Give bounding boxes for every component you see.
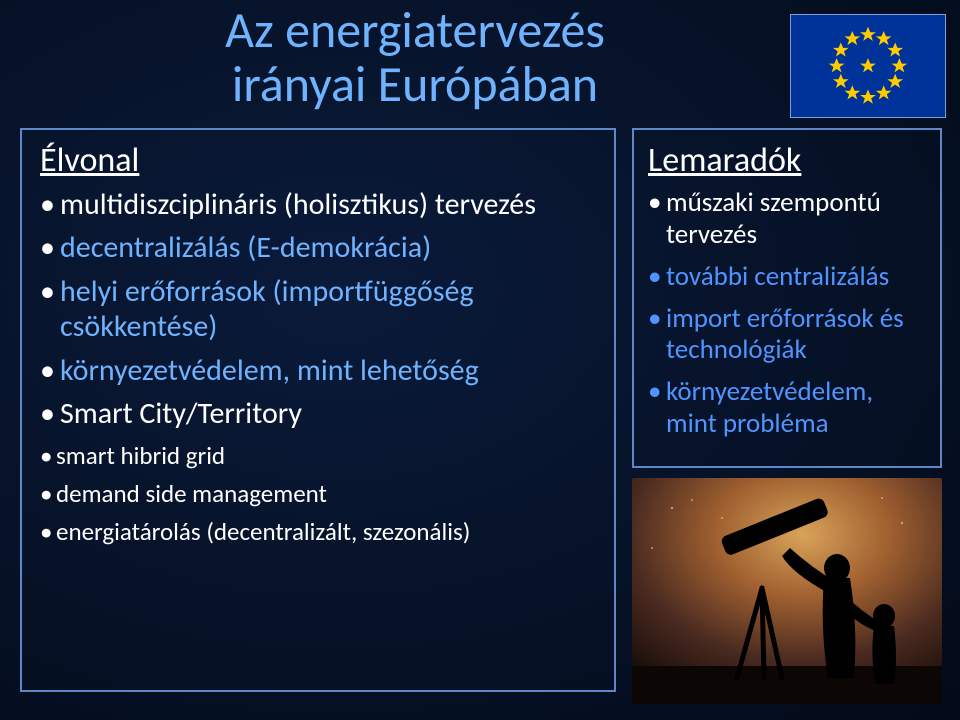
title-line-2: irányai Európában <box>232 54 598 115</box>
title-line-1: Az energiatervezés <box>225 0 605 61</box>
slide: Az energiatervezés irányai Európában <box>0 0 960 720</box>
left-sublist: smart hibrid grid demand side management… <box>40 439 596 548</box>
eu-flag-icon <box>790 14 946 118</box>
list-item: smart hibrid grid <box>40 439 596 473</box>
left-column: Élvonal multidiszciplináris (holisztikus… <box>20 128 616 692</box>
right-column: Lemaradók műszaki szempontú tervezés tov… <box>632 128 942 468</box>
list-item: import erőforrások és technológiák <box>648 303 926 367</box>
list-item: multidiszciplináris (holisztikus) tervez… <box>40 187 596 222</box>
list-item: környezetvédelem, mint probléma <box>648 376 926 440</box>
right-list: műszaki szempontú tervezés további centr… <box>648 187 926 440</box>
left-list: multidiszciplináris (holisztikus) tervez… <box>40 187 596 431</box>
list-item: helyi erőforrások (importfüggőség csökke… <box>40 274 596 345</box>
left-heading: Élvonal <box>40 140 596 181</box>
list-item: energiatárolás (decentralizált, szezonál… <box>40 515 596 549</box>
list-item: műszaki szempontú tervezés <box>648 187 926 251</box>
list-item: további centralizálás <box>648 261 926 293</box>
list-item: környezetvédelem, mint lehetőség <box>40 353 596 388</box>
telescope-photo <box>632 478 942 704</box>
list-item: decentralizálás (E-demokrácia) <box>40 230 596 265</box>
list-item: Smart City/Territory <box>40 396 596 431</box>
list-item: demand side management <box>40 477 596 511</box>
slide-title: Az energiatervezés irányai Európában <box>130 4 700 112</box>
right-heading: Lemaradók <box>648 140 926 181</box>
